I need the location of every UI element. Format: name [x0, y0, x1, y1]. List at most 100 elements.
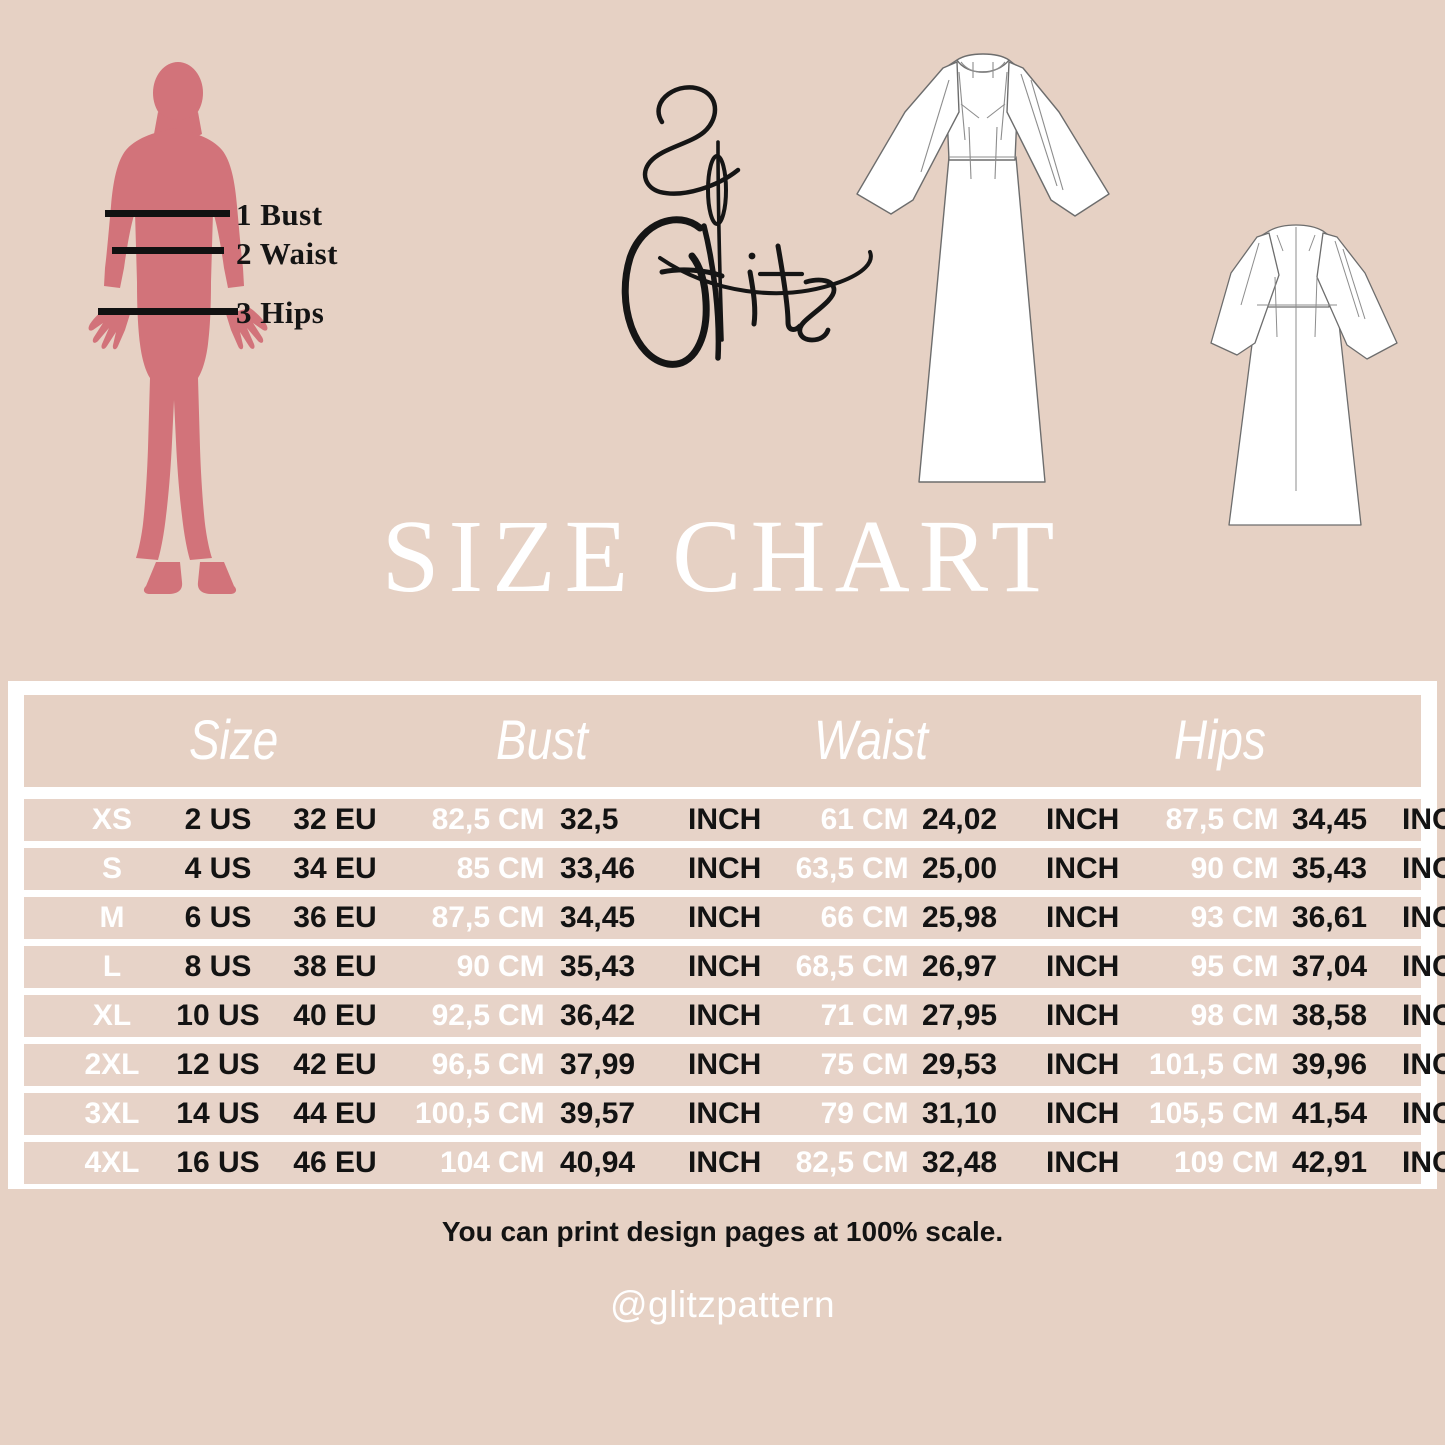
cell-bust-cm-unit: CM [498, 950, 545, 983]
glitz-script-logo-icon [621, 85, 873, 368]
cell-bust-in-unit: INCH [688, 1097, 762, 1130]
cell-waist-cm-unit: CM [862, 803, 909, 836]
cell-waist-in: 25,98 [922, 901, 998, 934]
cell-waist-in-unit: INCH [1046, 1097, 1120, 1130]
cell-bust-cm-unit: CM [498, 803, 545, 836]
cell-bust-in: 37,99 [560, 1048, 636, 1081]
cell-hips-in-unit: INCH [1402, 803, 1445, 836]
cell-hips-in: 41,54 [1292, 1097, 1368, 1130]
cell-waist-in: 32,48 [922, 1146, 998, 1179]
cell-waist-cm-unit: CM [862, 1097, 909, 1130]
cell-hips-cm: 105,5 [1148, 1097, 1224, 1130]
cell-bust-in-unit: INCH [688, 1146, 762, 1179]
cell-hips-cm-unit: CM [1232, 999, 1279, 1032]
cell-bust-cm: 96,5 [431, 1048, 490, 1081]
print-scale-note: You can print design pages at 100% scale… [441, 1216, 1004, 1247]
table-header-row: Size Bust Waist Hips [24, 695, 1421, 787]
cell-size: 2XL [84, 1048, 140, 1081]
cell-bust-in: 32,5 [560, 803, 619, 836]
cell-bust-cm-unit: CM [498, 1146, 545, 1179]
cell-hips-cm: 90 [1190, 852, 1224, 885]
cell-waist-cm-unit: CM [862, 1048, 909, 1081]
cell-eu: 46 EU [293, 1146, 377, 1179]
cell-eu: 34 EU [293, 852, 377, 885]
cell-hips-cm: 93 [1190, 901, 1224, 934]
cell-bust-in-unit: INCH [688, 852, 762, 885]
cell-size: 4XL [84, 1146, 140, 1179]
cell-bust-cm: 90 [456, 950, 490, 983]
column-header-hips: Hips [1174, 708, 1266, 771]
cell-hips-cm: 95 [1190, 950, 1224, 983]
cell-bust-cm: 100,5 [414, 1097, 490, 1130]
cell-bust-in-unit: INCH [688, 901, 762, 934]
cell-hips-cm-unit: CM [1232, 852, 1279, 885]
cell-us: 10 US [176, 999, 260, 1032]
cell-waist-cm: 79 [820, 1097, 854, 1130]
cell-waist-in: 25,00 [922, 852, 998, 885]
cell-bust-in: 33,46 [560, 852, 636, 885]
cell-eu: 42 EU [293, 1048, 377, 1081]
cell-waist-in-unit: INCH [1046, 999, 1120, 1032]
cell-bust-cm-unit: CM [498, 901, 545, 934]
cell-waist-in: 26,97 [922, 950, 998, 983]
cell-size: S [101, 852, 122, 885]
cell-hips-in-unit: INCH [1402, 901, 1445, 934]
cell-waist-in: 29,53 [922, 1048, 998, 1081]
cell-eu: 36 EU [293, 901, 377, 934]
cell-bust-in-unit: INCH [688, 1048, 762, 1081]
cell-hips-cm-unit: CM [1232, 901, 1279, 934]
cell-bust-cm-unit: CM [498, 1048, 545, 1081]
page-title: SIZE CHART [381, 499, 1064, 614]
bust-measure-line [105, 210, 230, 217]
cell-us: 4 US [184, 852, 252, 885]
cell-bust-cm: 104 [439, 1146, 490, 1179]
cell-waist-cm: 66 [820, 901, 854, 934]
cell-hips-cm: 109 [1173, 1146, 1224, 1179]
cell-bust-in: 36,42 [560, 999, 636, 1032]
table-row: XS 2 US 32 EU 82,5 CM 32,5 INCH 61 CM 24,02 INCH 87… [24, 799, 1445, 841]
cell-hips-cm-unit: CM [1232, 950, 1279, 983]
cell-hips-in: 38,58 [1292, 999, 1368, 1032]
cell-waist-in-unit: INCH [1046, 852, 1120, 885]
table-row: 2XL 12 US 42 EU 96,5 CM 37,99 INCH 75 CM 29,53 INC… [24, 1044, 1445, 1086]
glitz-logo [600, 60, 900, 370]
dress-front-illustration [856, 53, 1110, 483]
table-row: 4XL 16 US 46 EU 104 CM 40,94 INCH 82,5 CM 32,48 IN… [24, 1142, 1445, 1184]
cell-waist-in: 27,95 [922, 999, 998, 1032]
cell-waist-cm: 61 [820, 803, 854, 836]
cell-hips-cm: 87,5 [1165, 803, 1224, 836]
cell-size: XL [92, 999, 132, 1032]
cell-waist-in-unit: INCH [1046, 803, 1120, 836]
cell-us: 6 US [184, 901, 252, 934]
cell-bust-cm-unit: CM [498, 1097, 545, 1130]
cell-bust-cm-unit: CM [498, 999, 545, 1032]
cell-hips-cm: 98 [1190, 999, 1224, 1032]
table-body: XS 2 US 32 EU 82,5 CM 32,5 INCH 61 CM 24,02 INCH 87… [24, 799, 1445, 1184]
cell-hips-in-unit: INCH [1402, 999, 1445, 1032]
cell-hips-in-unit: INCH [1402, 950, 1445, 983]
cell-waist-cm-unit: CM [862, 901, 909, 934]
cell-hips-in-unit: INCH [1402, 852, 1445, 885]
cell-bust-cm: 82,5 [431, 803, 490, 836]
cell-eu: 44 EU [293, 1097, 377, 1130]
cell-waist-cm-unit: CM [862, 852, 909, 885]
cell-bust-cm: 87,5 [431, 901, 490, 934]
cell-size: 3XL [84, 1097, 140, 1130]
cell-hips-in-unit: INCH [1402, 1097, 1445, 1130]
cell-hips-cm-unit: CM [1232, 1048, 1279, 1081]
cell-bust-in: 34,45 [560, 901, 636, 934]
female-body-silhouette-icon [88, 62, 268, 594]
table-row: XL 10 US 40 EU 92,5 CM 36,42 INCH 71 CM 27,95 INCH… [24, 995, 1445, 1037]
hips-measure-line [98, 308, 238, 315]
cell-waist-in: 24,02 [922, 803, 998, 836]
cell-bust-cm-unit: CM [498, 852, 545, 885]
cell-bust-in-unit: INCH [688, 803, 762, 836]
cell-waist-cm-unit: CM [862, 999, 909, 1032]
cell-size: L [102, 950, 122, 983]
cell-hips-in: 34,45 [1292, 803, 1368, 836]
column-header-waist: Waist [814, 708, 928, 771]
size-chart-table-card: Size Bust Waist Hips XS 2 US 32 EU 82,5 CM 32… [8, 681, 1445, 1189]
